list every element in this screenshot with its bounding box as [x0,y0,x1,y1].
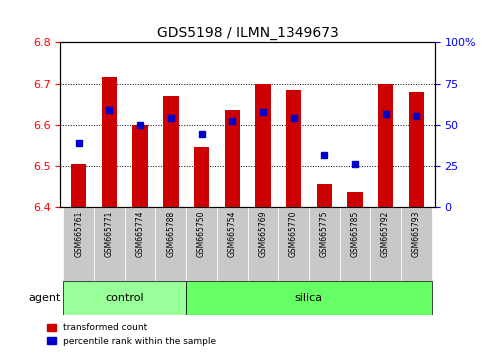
FancyBboxPatch shape [156,207,186,281]
Text: GSM665774: GSM665774 [136,211,144,257]
Text: GSM665771: GSM665771 [105,211,114,257]
Text: GSM665754: GSM665754 [227,211,237,257]
FancyBboxPatch shape [63,207,94,281]
Text: silica: silica [295,293,323,303]
FancyBboxPatch shape [309,207,340,281]
Text: GSM665788: GSM665788 [166,211,175,257]
Bar [71,164,86,207]
Bar [194,147,209,207]
Text: GSM665792: GSM665792 [381,211,390,257]
Bar [102,78,117,207]
FancyBboxPatch shape [63,281,186,315]
FancyBboxPatch shape [217,207,248,281]
FancyBboxPatch shape [125,207,156,281]
Text: GSM665770: GSM665770 [289,211,298,257]
FancyBboxPatch shape [370,207,401,281]
Bar [378,84,393,207]
FancyBboxPatch shape [278,207,309,281]
Text: GSM665761: GSM665761 [74,211,83,257]
Bar [225,110,240,207]
FancyBboxPatch shape [401,207,432,281]
FancyBboxPatch shape [248,207,278,281]
Bar [163,96,179,207]
Text: GSM665793: GSM665793 [412,211,421,257]
Text: GSM665775: GSM665775 [320,211,329,257]
Text: GSM665785: GSM665785 [351,211,359,257]
Bar [132,125,148,207]
FancyBboxPatch shape [340,207,370,281]
FancyBboxPatch shape [186,207,217,281]
Text: control: control [105,293,144,303]
Text: agent: agent [28,293,61,303]
FancyBboxPatch shape [186,281,432,315]
Bar [255,84,270,207]
Bar [286,90,301,207]
Text: GSM665769: GSM665769 [258,211,268,257]
Bar [316,184,332,207]
Text: GSM665750: GSM665750 [197,211,206,257]
Title: GDS5198 / ILMN_1349673: GDS5198 / ILMN_1349673 [156,26,339,40]
Legend: transformed count, percentile rank within the sample: transformed count, percentile rank withi… [43,320,220,349]
Bar [409,92,424,207]
FancyBboxPatch shape [94,207,125,281]
Bar [347,193,363,207]
